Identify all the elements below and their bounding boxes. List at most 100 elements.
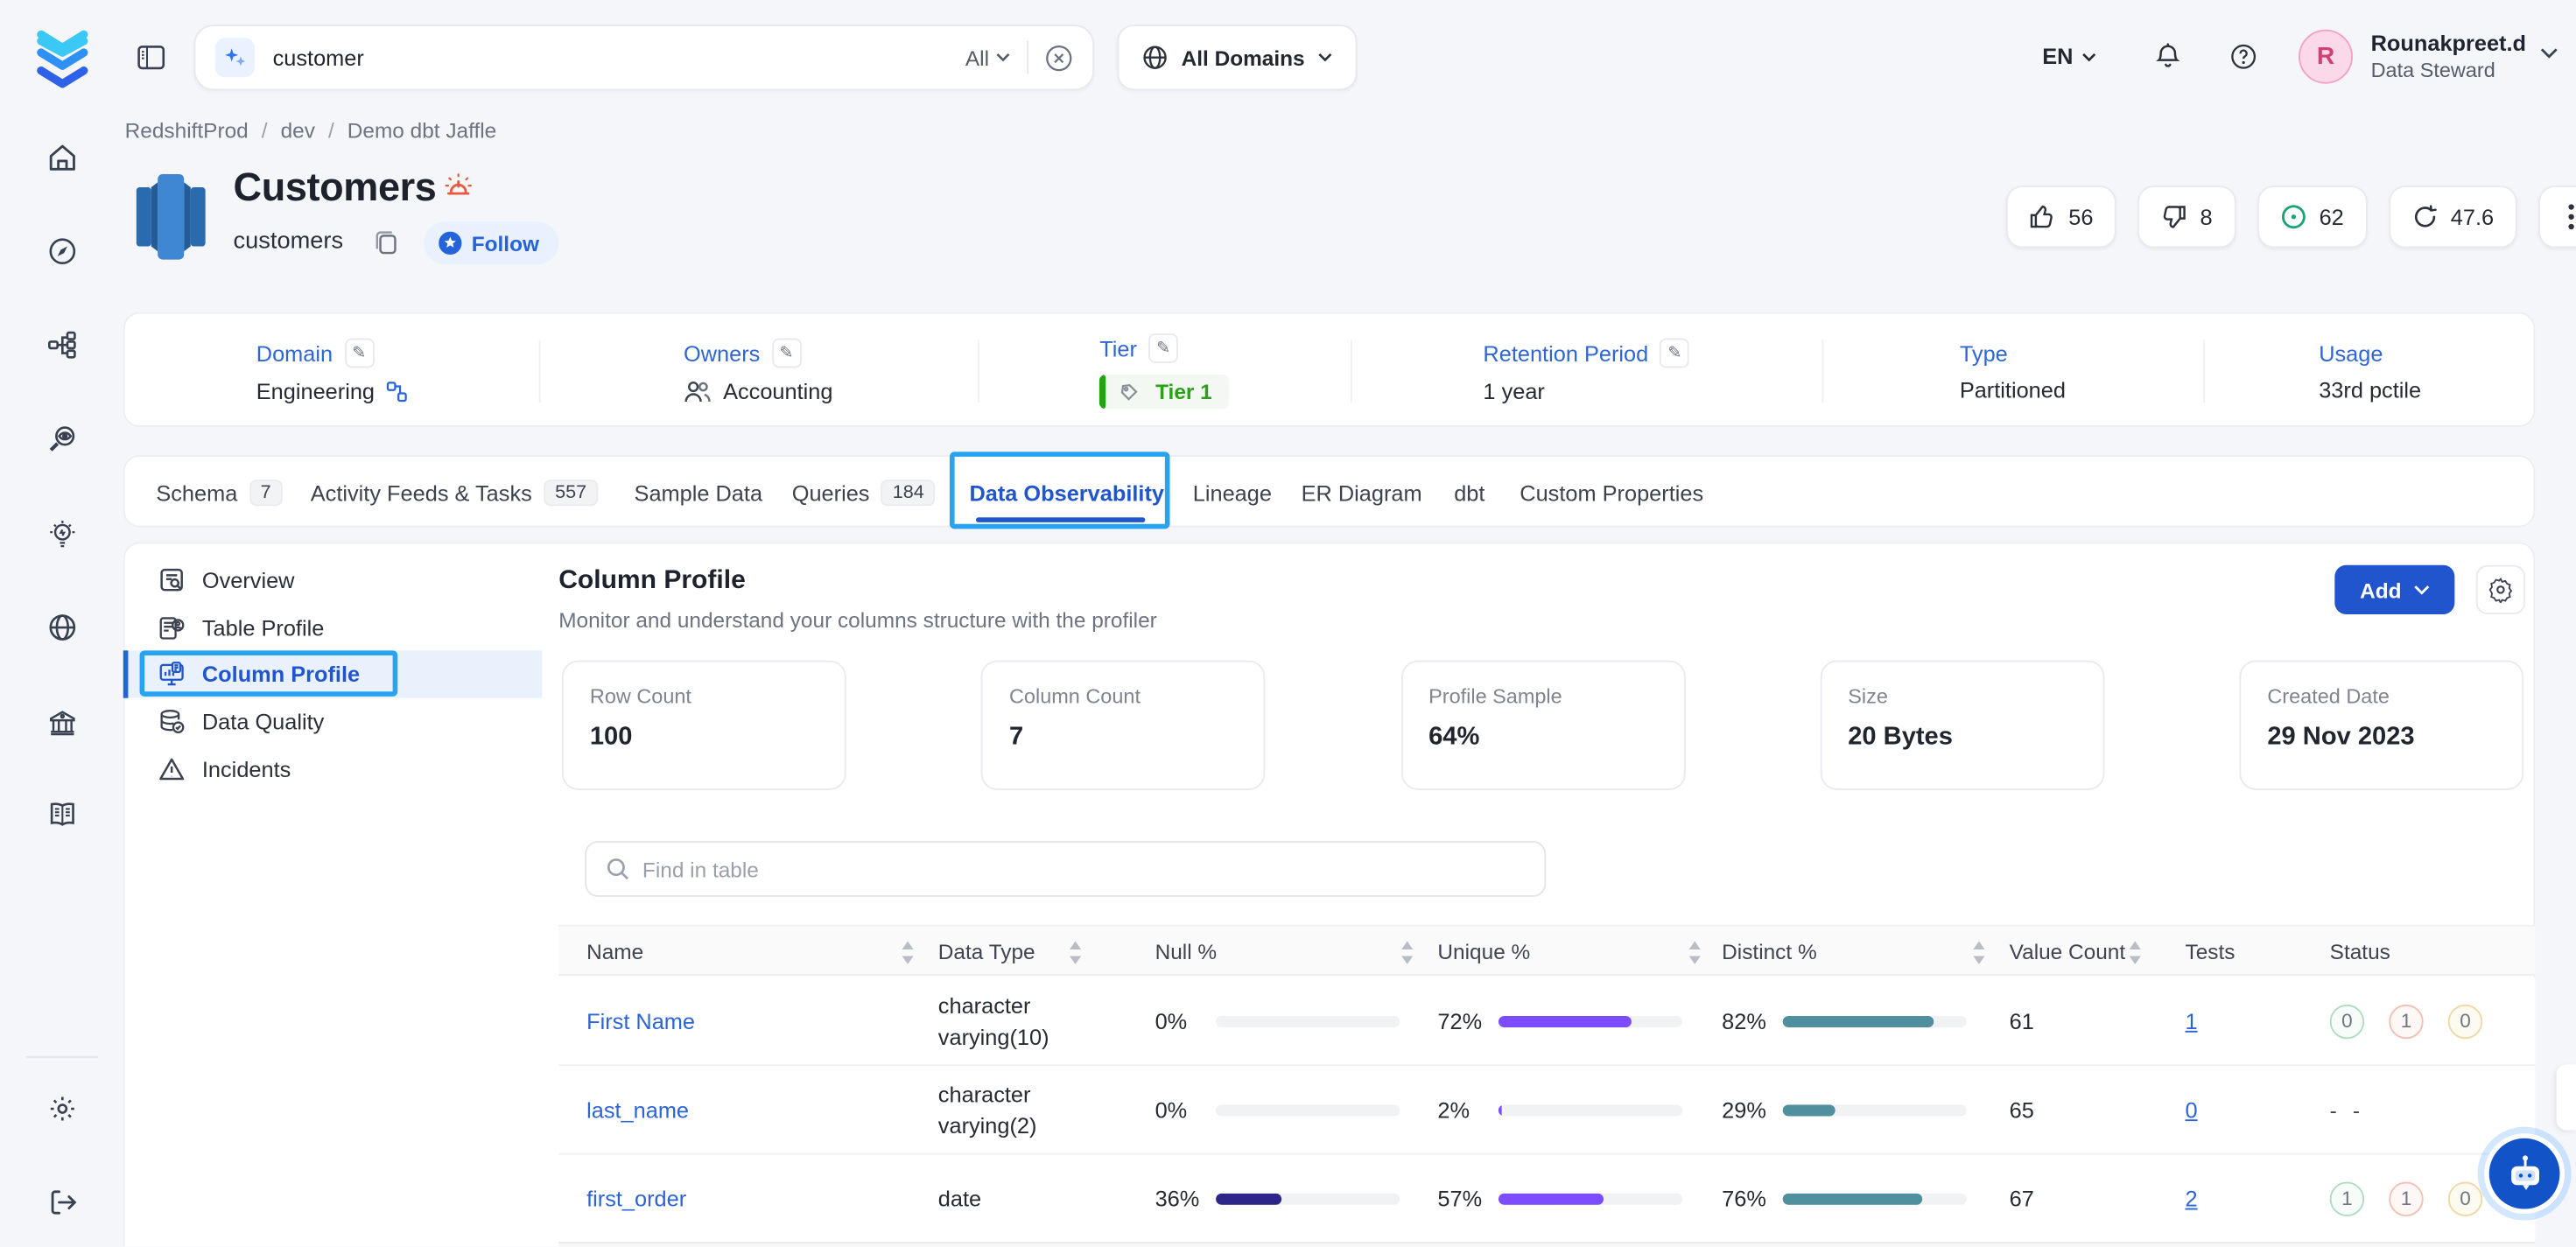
data-type-cell: character varying(2) (937, 1082, 1037, 1138)
tab-dbt[interactable]: dbt (1454, 480, 1485, 506)
search-scope-dropdown[interactable]: All (965, 46, 1011, 70)
thumbs-up-icon (2030, 205, 2053, 228)
completeness-score-button[interactable]: 62 (2257, 186, 2368, 249)
tab-data-observability[interactable]: Data Observability (969, 480, 1164, 506)
subnav-incidents[interactable]: Incidents (123, 746, 543, 793)
table-row-partial (558, 1242, 2536, 1247)
redshift-table-icon (130, 171, 212, 263)
table-row[interactable]: First Name character varying(10) 0% 72% … (558, 977, 2536, 1067)
globe-icon[interactable] (47, 613, 77, 642)
asset-stats: 56 8 62 47.6 (2005, 186, 2576, 249)
sort-icon[interactable] (1400, 941, 1414, 964)
left-sidebar (0, 0, 123, 1247)
sort-icon[interactable] (1971, 941, 1986, 964)
governance-bank-icon[interactable] (47, 708, 77, 738)
null-pct-bar (1216, 1103, 1400, 1116)
discover-observe-icon[interactable] (47, 424, 77, 453)
subnav-table-profile[interactable]: Table Profile (123, 605, 543, 652)
sort-icon[interactable] (1068, 941, 1083, 964)
edit-retention-icon[interactable]: ✎ (1660, 338, 1690, 368)
search-input[interactable] (272, 45, 965, 70)
chevron-down-icon (996, 53, 1010, 62)
follow-star-icon (439, 231, 462, 255)
table-row[interactable]: first_order date 36% 57% 76% 67 2 1 1 0 (558, 1154, 2536, 1243)
global-search-bar[interactable]: All (193, 25, 1095, 91)
language-selector[interactable]: EN (2042, 45, 2096, 69)
clear-search-icon[interactable] (1045, 44, 1073, 72)
tab-lineage[interactable]: Lineage (1192, 480, 1272, 506)
breadcrumb-item[interactable]: RedshiftProd (124, 118, 249, 144)
breadcrumb-item[interactable]: dev (280, 118, 315, 144)
robot-icon (2510, 1154, 2539, 1189)
tests-link[interactable]: 1 (2185, 1008, 2198, 1033)
domain-hierarchy-icon (386, 382, 407, 403)
sort-icon[interactable] (1688, 941, 1702, 964)
find-in-table-search[interactable] (585, 841, 1547, 897)
subnav-column-profile[interactable]: Column Profile (123, 650, 543, 698)
home-icon[interactable] (47, 143, 77, 172)
atlan-logo-icon[interactable] (36, 28, 88, 90)
upvote-button[interactable]: 56 (2005, 186, 2116, 249)
follow-button[interactable]: Follow (424, 221, 559, 265)
user-menu-chevron-icon[interactable] (2540, 47, 2558, 59)
tab-activity-feeds[interactable]: Activity Feeds & Tasks 557 (311, 457, 599, 529)
tag-icon (1121, 383, 1139, 400)
distinct-pct-bar (1782, 1192, 1967, 1204)
glossary-book-icon[interactable] (47, 800, 77, 830)
announcement-alert-icon[interactable] (442, 171, 475, 204)
collapse-sidebar-icon[interactable] (137, 43, 166, 73)
copy-icon[interactable] (371, 227, 401, 256)
popularity-button[interactable]: 47.6 (2388, 186, 2517, 249)
tests-link[interactable]: 2 (2185, 1186, 2198, 1211)
logout-icon[interactable] (47, 1187, 77, 1217)
insights-bulb-icon[interactable] (47, 519, 77, 549)
help-icon[interactable] (2229, 43, 2257, 73)
tab-custom-properties[interactable]: Custom Properties (1520, 480, 1704, 506)
profile-summary-cards: Row Count 100 Column Count 7 Profile Sampl… (561, 660, 2524, 790)
more-actions-kebab-icon[interactable] (2537, 186, 2576, 249)
column-name-link[interactable]: first_order (586, 1186, 687, 1211)
page-title: Customers (233, 165, 437, 211)
tab-queries[interactable]: Queries 184 (792, 457, 936, 529)
null-pct-bar (1216, 1015, 1400, 1027)
tests-link[interactable]: 0 (2185, 1096, 2198, 1123)
summary-card-column-count: Column Count 7 (981, 660, 1266, 790)
downvote-button[interactable]: 8 (2137, 186, 2236, 249)
profile-settings-gear-icon[interactable] (2475, 564, 2526, 615)
edit-tier-icon[interactable]: ✎ (1148, 333, 1178, 363)
notifications-bell-icon[interactable] (2154, 43, 2182, 73)
thumbs-down-icon (2163, 206, 2186, 228)
subnav-overview[interactable]: Overview (123, 557, 543, 604)
user-avatar[interactable]: R (2299, 29, 2353, 84)
edit-domain-icon[interactable]: ✎ (344, 338, 375, 368)
metadata-domain: Domain ✎ Engineering (125, 314, 539, 429)
breadcrumb-item[interactable]: Demo dbt Jaffle (347, 118, 497, 144)
column-name-link[interactable]: First Name (586, 1008, 696, 1033)
chatbot-button[interactable] (2484, 1133, 2565, 1215)
edit-owners-icon[interactable]: ✎ (771, 338, 802, 368)
tab-er-diagram[interactable]: ER Diagram (1301, 480, 1422, 506)
status-warning-badge: 0 (2447, 1180, 2483, 1216)
tab-sample-data[interactable]: Sample Data (634, 480, 763, 506)
data-type-cell: date (937, 1186, 982, 1211)
metadata-type: Type Partitioned (1959, 340, 2066, 402)
distinct-pct: 76% (1722, 1186, 1766, 1211)
summary-card-created-date: Created Date 29 Nov 2023 (2239, 660, 2524, 790)
all-domains-button[interactable]: All Domains (1117, 25, 1358, 91)
score-target-icon (2281, 205, 2305, 229)
workflows-icon[interactable] (47, 330, 77, 360)
summary-card-row-count: Row Count 100 (561, 660, 846, 790)
settings-gear-icon[interactable] (47, 1094, 77, 1124)
table-row[interactable]: last_name character varying(2) 0% 2% 29%… (558, 1066, 2536, 1155)
subnav-data-quality[interactable]: Data Quality (123, 698, 543, 746)
column-name-link[interactable]: last_name (586, 1096, 690, 1123)
sort-icon[interactable] (2128, 941, 2143, 964)
tab-schema[interactable]: Schema 7 (156, 457, 283, 529)
value-count: 61 (2009, 1008, 2034, 1033)
sort-icon[interactable] (901, 941, 916, 964)
add-button[interactable]: Add (2334, 564, 2455, 615)
find-in-table-input[interactable] (642, 856, 1525, 882)
compass-explore-icon[interactable] (47, 236, 77, 266)
right-edge-handle[interactable] (2556, 1064, 2576, 1131)
